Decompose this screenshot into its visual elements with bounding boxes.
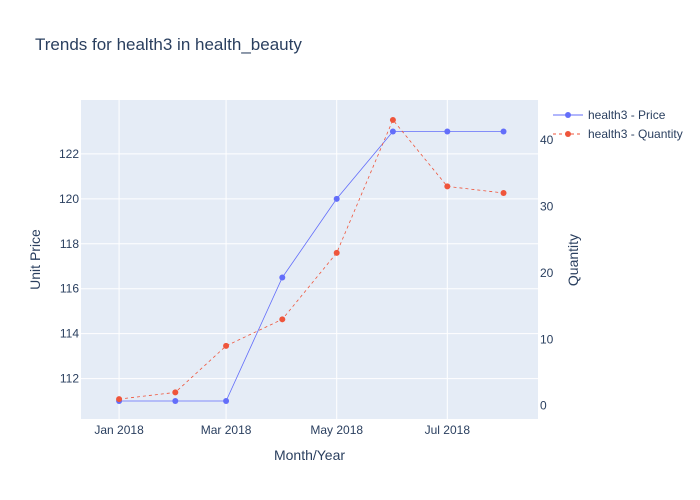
data-point <box>116 396 123 403</box>
series-0 <box>116 128 507 405</box>
y-tick-label: 114 <box>60 327 79 341</box>
data-point <box>223 342 230 349</box>
data-point <box>444 128 451 135</box>
y2-tick-label: 30 <box>540 199 554 213</box>
x-tick-label: Jul 2018 <box>425 423 471 437</box>
y2-tick-label: 0 <box>540 399 547 413</box>
series-layer <box>116 116 507 405</box>
series-line <box>119 131 504 402</box>
data-point <box>389 128 396 135</box>
x-axis-title: Month/Year <box>274 447 345 463</box>
data-point <box>279 316 286 323</box>
legend[interactable]: health3 - Price health3 - Quantity <box>553 108 683 141</box>
data-point <box>223 398 230 405</box>
gridlines <box>81 100 538 419</box>
data-point <box>279 274 286 281</box>
series-1 <box>116 116 507 403</box>
y-tick-label: 112 <box>60 372 79 386</box>
x-tick-label: Mar 2018 <box>201 423 252 437</box>
y-tick-label: 118 <box>60 237 79 251</box>
series-line <box>119 119 504 400</box>
y2-axis-title: Quantity <box>565 234 581 286</box>
y-tick-label: 122 <box>59 147 79 161</box>
legend-item[interactable]: health3 - Quantity <box>553 127 683 141</box>
y2-tick-label: 40 <box>540 133 554 147</box>
data-point <box>333 249 340 256</box>
legend-label: health3 - Quantity <box>588 127 683 141</box>
x-tick-label: Jan 2018 <box>94 423 144 437</box>
chart-title: Trends for health3 in health_beauty <box>35 35 302 54</box>
data-point <box>172 389 179 396</box>
y2-tick-label: 10 <box>540 332 554 346</box>
data-point <box>500 128 507 135</box>
legend-label: health3 - Price <box>588 108 666 122</box>
x-tick-label: May 2018 <box>310 423 363 437</box>
data-point <box>389 116 396 123</box>
data-point <box>172 398 179 405</box>
y2-tick-label: 20 <box>540 266 554 280</box>
data-point <box>444 183 451 190</box>
axes: Jan 2018 Mar 2018 May 2018 Jul 2018 112 114 11… <box>59 133 554 437</box>
plot-area <box>81 100 538 419</box>
y-tick-label: 116 <box>60 282 79 296</box>
legend-swatch-marker <box>565 112 571 118</box>
legend-swatch-marker <box>565 131 571 137</box>
legend-item[interactable]: health3 - Price <box>553 108 666 122</box>
y-tick-label: 120 <box>59 192 79 206</box>
data-point <box>333 195 340 202</box>
y-axis-title: Unit Price <box>27 229 43 290</box>
data-point <box>500 190 507 197</box>
